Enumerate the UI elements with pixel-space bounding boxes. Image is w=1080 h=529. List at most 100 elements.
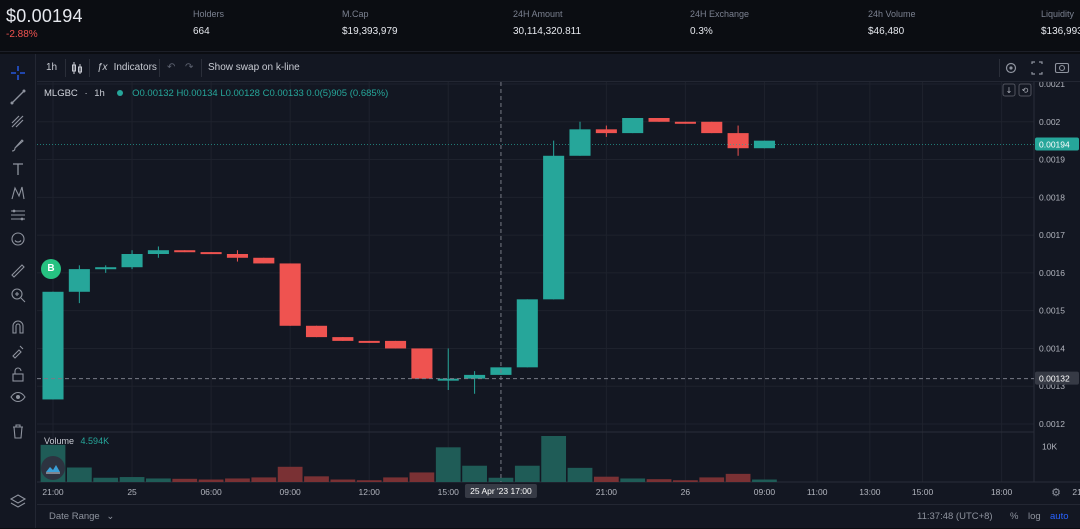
- volume-bar: [66, 467, 92, 482]
- magnet-icon[interactable]: [9, 318, 27, 336]
- price-tick-label: 0.0018: [1039, 192, 1065, 202]
- volume-legend-label: Volume: [44, 436, 75, 446]
- time-tick-label: 09:00: [754, 487, 776, 497]
- candle-body: [516, 299, 538, 368]
- utc-clock[interactable]: 11:37:48 (UTC+8): [917, 511, 993, 522]
- interval-button[interactable]: 1h: [46, 62, 58, 73]
- stat-value: $136,993: [1041, 26, 1080, 37]
- current-price-tag: [1035, 137, 1079, 151]
- zoom-in-icon[interactable]: [9, 286, 27, 304]
- scroll-down-icon-frame: [1002, 83, 1016, 97]
- lock-drawings-icon[interactable]: [9, 342, 27, 360]
- candle-body: [68, 269, 90, 292]
- stat-label: 24H Exchange: [690, 9, 750, 19]
- cursor-time-tag: [464, 484, 537, 498]
- undo-icon[interactable]: ↶: [167, 62, 176, 73]
- time-tick-label: 11:00: [807, 487, 828, 497]
- candle-body: [95, 267, 117, 270]
- candle-body: [674, 121, 696, 124]
- stat-value: $46,480: [868, 26, 905, 37]
- text-tool-icon[interactable]: [9, 160, 27, 178]
- time-tick-label: 09:00: [280, 487, 302, 497]
- ruler-icon[interactable]: [9, 262, 27, 280]
- indicators-label: Indicators: [113, 62, 157, 73]
- candle-body: [464, 374, 486, 379]
- buy-marker-badge[interactable]: B: [41, 259, 61, 279]
- eye-icon[interactable]: [9, 388, 27, 406]
- candle-body: [121, 254, 143, 268]
- stat-label: Holders: [193, 9, 225, 19]
- time-tick-label: 21:00: [42, 487, 64, 497]
- volume-bar: [620, 478, 646, 482]
- candle-body: [569, 129, 591, 156]
- volume-bar: [646, 479, 672, 482]
- price-tick-label: 0.0021: [1039, 82, 1065, 89]
- token-header: $0.00194 -2.88% Holders 664 M.Cap $19,39…: [0, 0, 1080, 52]
- candle-body: [622, 118, 644, 134]
- volume-bar: [593, 476, 619, 482]
- date-range-button[interactable]: Date Range ⌄: [49, 505, 114, 529]
- show-swap-button[interactable]: Show swap on k-line: [208, 62, 300, 73]
- chart-logo-icon: [41, 456, 65, 480]
- indicators-button[interactable]: ƒx Indicators: [97, 54, 157, 82]
- candle-body: [42, 291, 64, 400]
- trend-line-icon[interactable]: [9, 88, 27, 106]
- candle-body: [753, 140, 775, 149]
- time-tick-label: 06:00: [200, 487, 222, 497]
- time-tick-label: 13:00: [859, 487, 881, 497]
- candle-body: [305, 325, 328, 338]
- log-toggle[interactable]: log: [1028, 511, 1041, 522]
- trash-icon[interactable]: [9, 422, 27, 440]
- candle-body: [332, 337, 354, 341]
- screenshot-icon[interactable]: [1054, 54, 1070, 82]
- pattern-icon[interactable]: [9, 184, 27, 202]
- emoji-icon[interactable]: [9, 230, 27, 248]
- volume-bar: [462, 465, 487, 482]
- volume-bar: [119, 477, 145, 482]
- fx-icon: ƒx: [97, 62, 108, 73]
- candle-body: [200, 252, 222, 255]
- stat-24h-volume: 24h Volume $46,480: [868, 9, 916, 37]
- time-tick-label: 15:00: [912, 487, 934, 497]
- candlestick-chart[interactable]: 0.0021 0.002 0.0019 0.0018 0.0017 0.0016 0.001…: [37, 82, 1080, 504]
- volume-bar: [409, 472, 435, 482]
- layers-icon[interactable]: [9, 492, 27, 510]
- candle-body: [411, 348, 433, 379]
- toolbar-separator: [65, 59, 66, 77]
- volume-bar: [93, 477, 119, 482]
- prediction-icon[interactable]: [9, 206, 27, 224]
- crosshair-icon[interactable]: [9, 64, 27, 82]
- time-tick-label: 18:00: [991, 487, 1013, 497]
- price-tick-label: 0.0017: [1039, 230, 1065, 240]
- volume-bar: [699, 477, 725, 482]
- candle-body: [226, 254, 248, 258]
- volume-bar: [198, 479, 224, 482]
- stat-value: 0.3%: [690, 26, 713, 37]
- candle-type-icon[interactable]: [71, 54, 83, 82]
- percent-toggle[interactable]: %: [1010, 511, 1019, 522]
- brush-icon[interactable]: [9, 136, 27, 154]
- auto-toggle[interactable]: auto: [1050, 511, 1069, 522]
- time-tick-label: 12:00: [359, 487, 381, 497]
- fullscreen-icon[interactable]: [1030, 54, 1044, 82]
- stat-mcap: M.Cap $19,393,979: [342, 9, 398, 37]
- price-tick-label: 0.0015: [1039, 306, 1065, 316]
- stat-label: 24H Amount: [513, 9, 563, 19]
- volume-bar: [435, 447, 461, 482]
- volume-bar: [752, 479, 777, 482]
- cursor-price-tag: [1035, 371, 1079, 385]
- stat-24h-amount: 24H Amount 30,114,320.811: [513, 9, 581, 37]
- lock-icon[interactable]: [9, 366, 27, 384]
- candle-body: [543, 155, 565, 300]
- stat-24h-exchange: 24H Exchange 0.3%: [690, 9, 749, 37]
- ohlc-legend: MLGBC · 1h O0.00132 H0.00134 L0.00128 C0…: [44, 88, 388, 99]
- redo-icon[interactable]: ↷: [185, 62, 194, 73]
- volume-bar: [304, 476, 329, 482]
- candle-body: [174, 250, 196, 253]
- settings-icon[interactable]: [1004, 54, 1018, 82]
- chart-container: 1h ƒx Indicators ↶ ↷ Show swap on k-line …: [0, 54, 1080, 528]
- candle-body: [253, 257, 275, 264]
- pitchfork-icon[interactable]: [9, 112, 27, 130]
- volume-bar: [725, 473, 751, 482]
- price-tick-label: 0.0013: [1039, 381, 1065, 391]
